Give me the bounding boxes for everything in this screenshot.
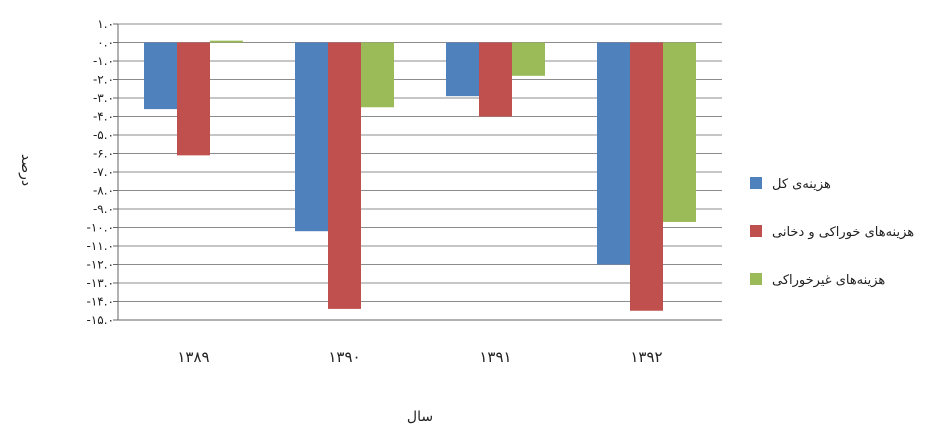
y-tick-label: -۱۵.۰ [87, 313, 114, 327]
x-category-label: ۱۳۹۲ [630, 348, 662, 366]
y-tick-label: -۱.۰ [93, 54, 114, 68]
y-tick-label: -۹.۰ [93, 202, 114, 216]
x-category-label: ۱۳۹۱ [479, 348, 511, 366]
legend-label: هزینه‌های خوراکی و دخانی [772, 225, 914, 240]
bar [630, 42, 663, 311]
bar [328, 42, 361, 309]
bar [663, 42, 696, 222]
bar [597, 42, 630, 265]
y-tick-labels: ۱.۰ ۰.۰ -۱.۰ -۲.۰ -۳.۰ -۴.۰ -۵.۰ -۶.۰ -۷.۰ -۸.۰ -۹… [87, 17, 114, 327]
legend-label: هزینه‌های غیرخوراکی [772, 273, 885, 288]
y-tick-label: -۳.۰ [93, 91, 114, 105]
y-tick-label: -۱۴.۰ [87, 295, 114, 309]
axes [113, 23, 722, 321]
bars [144, 40, 696, 311]
bar [479, 42, 512, 117]
legend-swatch [750, 225, 762, 237]
bar [446, 42, 479, 97]
bar [144, 42, 177, 110]
legend: هزینه‌ی کل هزینه‌های خوراکی و دخانی هزینه‌… [750, 177, 914, 288]
y-tick-label: -۸.۰ [93, 184, 114, 198]
y-tick-label: -۱۱.۰ [87, 239, 114, 253]
y-tick-label: -۵.۰ [93, 128, 114, 142]
y-tick-label: -۶.۰ [93, 147, 114, 161]
x-category-labels: ۱۳۸۹ ۱۳۹۰ ۱۳۹۱ ۱۳۹۲ [177, 348, 662, 366]
y-axis-title: درصد [18, 154, 34, 186]
bar [177, 42, 210, 156]
x-category-label: ۱۳۸۹ [177, 348, 209, 366]
x-axis-title: سال [407, 409, 433, 425]
y-tick-label: -۷.۰ [93, 165, 114, 179]
y-tick-label: -۱۳.۰ [87, 276, 114, 290]
y-tick-label: -۴.۰ [93, 110, 114, 124]
x-category-label: ۱۳۹۰ [328, 348, 360, 366]
bar [512, 42, 545, 76]
bar [210, 40, 243, 43]
y-tick-label: ۱.۰ [97, 17, 114, 31]
y-tick-label: -۱۰.۰ [87, 221, 114, 235]
legend-swatch [750, 177, 762, 189]
y-tick-label: -۲.۰ [93, 73, 114, 87]
bar [361, 42, 394, 108]
y-tick-label: -۱۲.۰ [87, 258, 114, 272]
legend-swatch [750, 273, 762, 285]
legend-label: هزینه‌ی کل [772, 177, 831, 192]
y-tick-label: ۰.۰ [97, 36, 114, 50]
bar [295, 42, 328, 232]
